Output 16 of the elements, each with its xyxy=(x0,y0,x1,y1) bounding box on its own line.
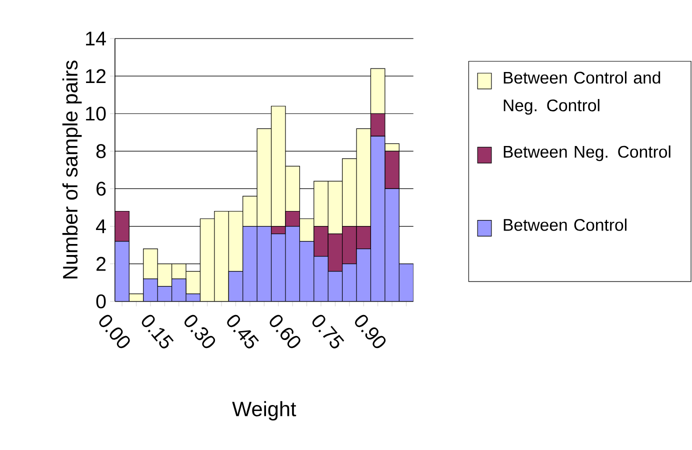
y-tick-label: 4 xyxy=(96,220,106,234)
legend-label: Between Neg. Control xyxy=(504,146,670,162)
bar xyxy=(370,68,386,114)
bar xyxy=(285,211,300,227)
y-axis-title: Number of sample pairs xyxy=(62,60,82,279)
legend-label: Between Control and Neg. Control xyxy=(504,72,660,115)
y-tick-label: 12 xyxy=(86,69,106,84)
legend-label: Between Control xyxy=(504,218,626,232)
x-axis-title: Weight xyxy=(232,401,296,421)
y-tick-label: 14 xyxy=(86,32,106,46)
y-tick-label: 10 xyxy=(86,106,106,121)
y-tick-label: 8 xyxy=(96,144,106,158)
y-tick-label: 2 xyxy=(96,257,106,271)
bar xyxy=(114,241,130,302)
y-tick-label: 0 xyxy=(96,294,106,309)
y-tick-label: 6 xyxy=(96,182,106,196)
